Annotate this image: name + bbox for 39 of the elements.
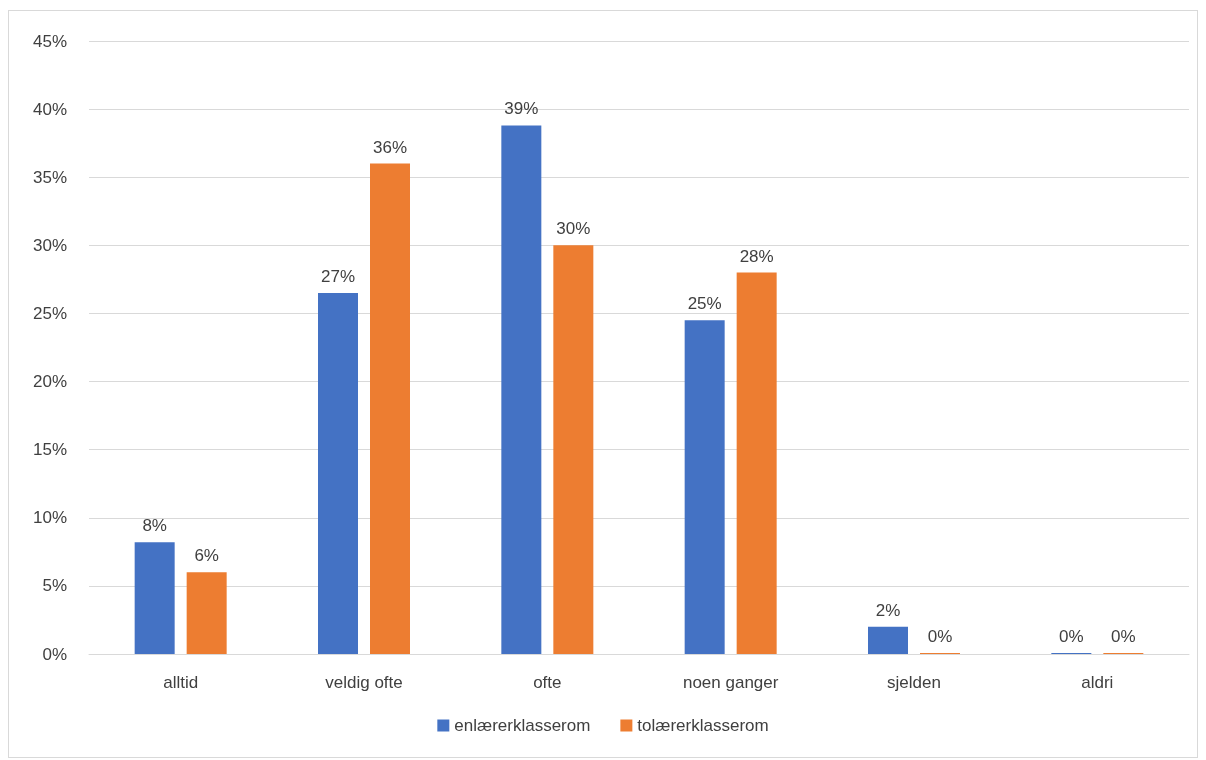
legend-label: enlærerklasserom	[454, 716, 591, 735]
data-label: 8%	[142, 516, 167, 536]
x-tick-label: sjelden	[887, 673, 941, 692]
bar	[186, 572, 227, 654]
data-label: 0%	[1059, 627, 1084, 646]
bar	[736, 272, 777, 654]
y-tick-label: 35%	[32, 167, 67, 187]
y-tick-label: 40%	[32, 99, 67, 119]
data-label: 30%	[556, 219, 591, 239]
bar	[501, 125, 542, 654]
data-label: 0%	[927, 627, 953, 646]
data-label: 28%	[739, 246, 774, 266]
x-tick-label: ofte	[533, 673, 562, 692]
bar	[868, 626, 908, 654]
data-label: 6%	[194, 546, 219, 566]
bar	[318, 293, 358, 654]
y-tick-label: 25%	[32, 303, 67, 323]
data-label: 25%	[687, 294, 722, 314]
y-tick-label: 5%	[42, 576, 67, 596]
bar	[370, 163, 410, 654]
x-tick-label: alltid	[163, 673, 199, 692]
y-tick-label: 15%	[32, 440, 67, 460]
bar	[134, 542, 175, 654]
data-label: 36%	[372, 137, 408, 157]
y-tick-label: 30%	[32, 235, 67, 255]
bar	[684, 320, 725, 654]
x-tick-label: aldri	[1081, 673, 1114, 692]
data-label: 39%	[504, 99, 539, 119]
y-tick-label: 45%	[32, 31, 67, 51]
y-tick-label: 10%	[32, 508, 67, 528]
x-tick-label: noen ganger	[682, 673, 779, 692]
data-label: 2%	[875, 600, 901, 620]
y-tick-label: 0%	[42, 644, 67, 664]
data-label: 0%	[1111, 627, 1136, 646]
y-tick-label: 20%	[32, 372, 67, 392]
bar	[553, 245, 594, 654]
legend-label: tolærerklasserom	[637, 716, 769, 735]
x-tick-label: veldig ofte	[325, 673, 403, 692]
data-label: 27%	[320, 267, 356, 287]
